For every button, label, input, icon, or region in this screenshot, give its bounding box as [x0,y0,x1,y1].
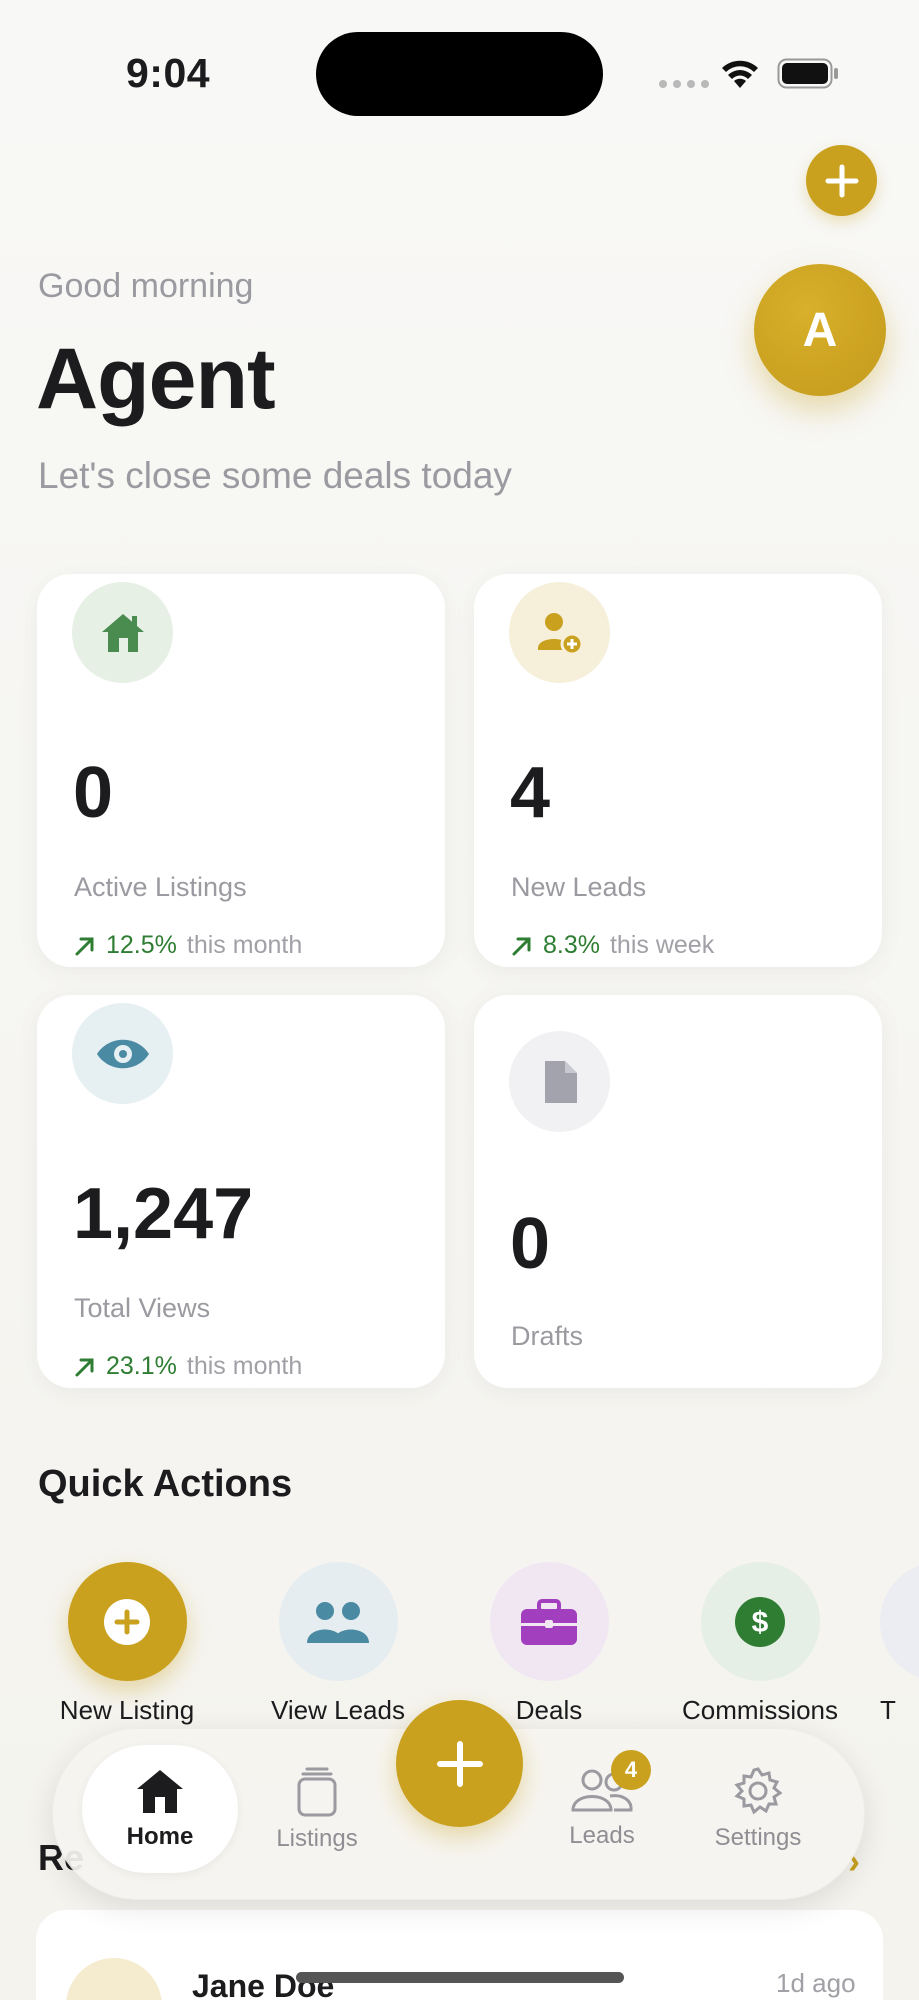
trend-percent: 12.5% [106,931,177,959]
quick-action-label: T [880,1695,896,1725]
greeting: Good morning [38,267,254,305]
plus-circle-icon [67,1562,187,1681]
quick-actions-title: Quick Actions [38,1463,293,1505]
quick-action-label: Deals [515,1695,583,1725]
people-icon [278,1562,398,1681]
stat-value: 4 [510,753,551,833]
wifi-icon [722,60,758,88]
quick-action-label: New Listing [59,1695,195,1725]
trend-period: this month [186,1352,303,1380]
home-indicator [296,1972,624,1983]
trend-up-icon [75,1358,94,1376]
add-fab-button[interactable] [396,1700,523,1827]
stack-icon [297,1767,337,1817]
tab-listings[interactable]: Listings [239,1745,395,1873]
quick-action-view-leads[interactable]: View Leads [248,1562,428,1726]
stat-label: Drafts [511,1321,584,1351]
stat-card-active-listings[interactable]: 0 Active Listings 12.5% this month [37,574,445,967]
plus-icon [825,164,858,197]
recent-item-time: 1d ago [776,1968,856,1998]
stat-trend: 23.1% this month [74,1352,302,1381]
tab-settings[interactable]: Settings [680,1745,836,1873]
stat-trend: 12.5% this month [74,931,302,960]
quick-action-label: View Leads [271,1695,405,1725]
house-icon [137,1770,183,1813]
tab-leads[interactable]: Leads [524,1745,680,1873]
stat-trend: 8.3% this week [511,931,714,960]
eye-icon [72,1003,173,1104]
tab-home[interactable]: Home [82,1745,238,1873]
battery-icon [777,58,838,89]
more-icon [880,1562,919,1681]
trend-up-icon [512,937,531,955]
tab-label: Home [126,1823,194,1850]
people-outline-icon [571,1769,633,1812]
list-item[interactable] [36,1910,883,2000]
stat-label: Total Views [74,1293,211,1323]
tab-label: Listings [276,1825,358,1852]
tab-label: Leads [569,1822,635,1849]
page-title: Agent [36,331,276,427]
home-icon [72,582,173,683]
gear-icon [734,1767,783,1815]
stat-label: Active Listings [74,872,247,902]
plus-icon [436,1740,483,1787]
dollar-icon: $ [700,1562,820,1681]
stat-card-drafts[interactable]: 0 Drafts [474,995,882,1388]
add-button[interactable] [806,145,877,216]
trend-period: this week [609,931,715,959]
stat-card-new-leads[interactable]: 4 New Leads 8.3% this week [474,574,882,967]
add-user-icon [509,582,610,683]
document-icon [509,1031,610,1132]
stat-value: 1,247 [73,1174,254,1254]
stat-value: 0 [510,1204,551,1284]
briefcase-icon [489,1562,609,1681]
stat-value: 0 [73,753,114,833]
dynamic-island [316,32,603,116]
stat-card-total-views[interactable]: 1,247 Total Views 23.1% this month [37,995,445,1388]
quick-action-label: Commissions [681,1695,839,1725]
svg-text:$: $ [752,1606,769,1639]
quick-action-more[interactable]: T [880,1562,919,1726]
cellular-signal-icon [659,80,709,88]
trend-period: this month [186,931,303,959]
tab-label: Settings [714,1824,802,1851]
status-time: 9:04 [126,50,211,96]
trend-percent: 23.1% [106,1352,177,1380]
trend-percent: 8.3% [543,931,600,959]
quick-action-new-listing[interactable]: New Listing [37,1562,217,1726]
quick-action-deals[interactable]: Deals [459,1562,639,1726]
quick-action-commissions[interactable]: $ Commissions [670,1562,850,1726]
avatar[interactable]: A [754,264,886,396]
trend-up-icon [75,937,94,955]
stat-label: New Leads [511,872,647,902]
page-subtitle: Let's close some deals today [38,455,512,496]
leads-badge: 4 [611,1750,651,1790]
